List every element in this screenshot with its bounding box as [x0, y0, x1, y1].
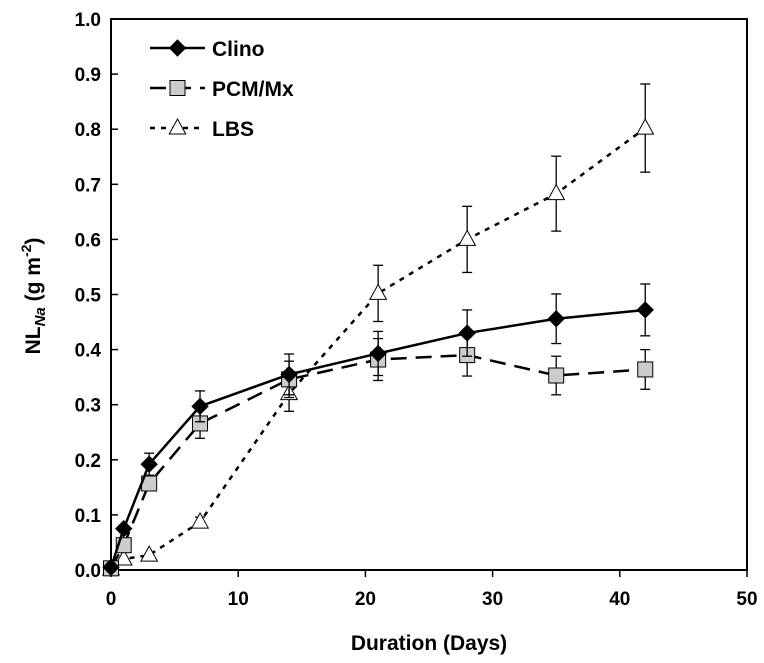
series-clino — [102, 283, 654, 576]
y-tick-label: 0.8 — [75, 120, 101, 141]
data-point — [102, 558, 120, 576]
series-line — [109, 353, 646, 569]
data-point — [190, 512, 210, 529]
y-tick-label: 0.4 — [75, 341, 102, 362]
x-tick-label: 0 — [106, 589, 117, 610]
data-point — [140, 545, 159, 562]
legend-marker — [168, 117, 187, 135]
data-point — [369, 344, 387, 363]
x-tick-label: 40 — [609, 589, 630, 610]
y-tick-label: 0.2 — [75, 451, 101, 472]
legend-marker — [168, 39, 187, 57]
y-tick-label: 0.0 — [75, 561, 101, 582]
y-tick-label: 0.9 — [75, 65, 101, 86]
legend-item: PCM/Mx — [150, 78, 294, 101]
y-axis-title: NLNa (g m-2) — [18, 238, 49, 355]
data-point — [458, 324, 476, 342]
x-tick-label: 50 — [736, 589, 757, 610]
data-point — [636, 118, 655, 135]
y-tick-label: 0.6 — [75, 230, 101, 251]
plot-area: 0.0 0.1 0.2 0.3 0.4 0.5 0.6 0.7 0.8 0.9 1.0 0 10 20 30… — [75, 10, 758, 610]
legend: Clino PCM/Mx LBS — [150, 38, 294, 141]
legend-label: PCM/Mx — [212, 78, 294, 101]
data-point — [114, 548, 133, 566]
legend-marker — [169, 80, 186, 96]
data-point — [369, 283, 388, 300]
plot-frame — [110, 18, 748, 571]
x-tick-label: 10 — [228, 589, 249, 610]
y-tick-label: 1.0 — [75, 10, 101, 31]
legend-label: Clino — [212, 38, 265, 61]
series-lbs — [101, 83, 655, 576]
x-tick-label: 20 — [355, 589, 376, 610]
series-line — [110, 127, 646, 570]
legend-label: LBS — [212, 118, 254, 141]
data-point — [191, 397, 209, 416]
y-tick-label: 0.7 — [75, 175, 101, 196]
x-axis-title: Duration (Days) — [351, 632, 507, 655]
data-point — [458, 229, 477, 246]
y-tick-label: 0.1 — [75, 506, 102, 527]
data-point — [280, 365, 298, 384]
data-point — [140, 455, 158, 473]
data-point — [547, 183, 566, 201]
legend-item: LBS — [150, 117, 254, 141]
legend-item: Clino — [150, 38, 265, 61]
data-point — [637, 361, 654, 378]
x-tick-label: 30 — [482, 589, 503, 610]
data-point — [548, 367, 565, 384]
y-tick-label: 0.3 — [75, 396, 101, 417]
data-point — [115, 519, 133, 538]
y-tick-label: 0.5 — [75, 286, 102, 307]
data-point — [636, 301, 654, 319]
data-point — [547, 310, 565, 328]
